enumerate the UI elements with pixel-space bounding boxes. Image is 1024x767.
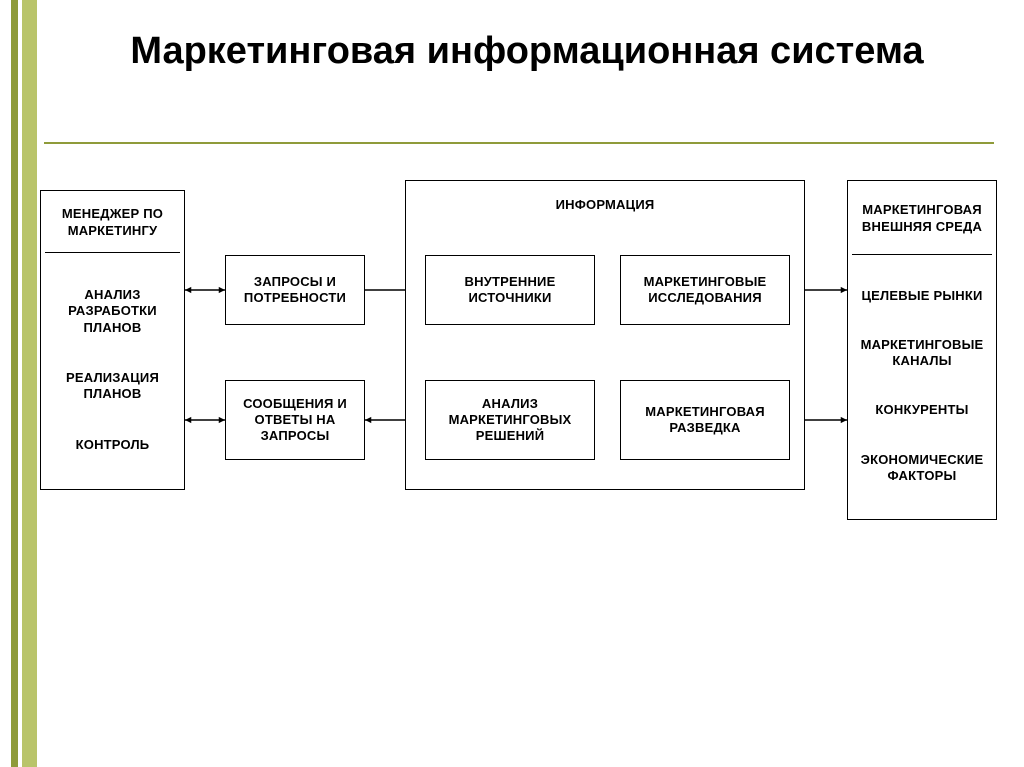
node-manager-header: МЕНЕДЖЕР ПО МАРКЕТИНГУ	[45, 193, 180, 253]
node-manager-line-0: АНАЛИЗ РАЗРАБОТКИ ПЛАНОВ	[45, 287, 180, 336]
node-manager-line-2: КОНТРОЛЬ	[76, 437, 150, 453]
node-info_container-header: ИНФОРМАЦИЯ	[410, 183, 800, 228]
node-manager: МЕНЕДЖЕР ПО МАРКЕТИНГУАНАЛИЗ РАЗРАБОТКИ …	[40, 190, 185, 490]
node-env: МАРКЕТИНГОВАЯ ВНЕШНЯЯ СРЕДАЦЕЛЕВЫЕ РЫНКИ…	[847, 180, 997, 520]
node-analysis: АНАЛИЗ МАРКЕТИНГОВЫХ РЕШЕНИЙ	[425, 380, 595, 460]
node-env-line-1: МАРКЕТИНГОВЫЕ КАНАЛЫ	[852, 337, 992, 370]
slide-title: Маркетинговая информационная система	[60, 30, 994, 73]
node-intel: МАРКЕТИНГОВАЯ РАЗВЕДКА	[620, 380, 790, 460]
node-messages: СООБЩЕНИЯ И ОТВЕТЫ НА ЗАПРОСЫ	[225, 380, 365, 460]
node-manager-body: АНАЛИЗ РАЗРАБОТКИ ПЛАНОВ РЕАЛИЗАЦИЯ ПЛАНО…	[45, 253, 180, 487]
node-env-body: ЦЕЛЕВЫЕ РЫНКИ МАРКЕТИНГОВЫЕ КАНАЛЫ КОНКУРЕ…	[852, 255, 992, 517]
node-requests: ЗАПРОСЫ И ПОТРЕБНОСТИ	[225, 255, 365, 325]
node-manager-line-1: РЕАЛИЗАЦИЯ ПЛАНОВ	[45, 370, 180, 403]
node-env-line-2: КОНКУРЕНТЫ	[875, 402, 968, 418]
diagram: МЕНЕДЖЕР ПО МАРКЕТИНГУАНАЛИЗ РАЗРАБОТКИ …	[35, 175, 1000, 535]
node-env-line-3: ЭКОНОМИЧЕСКИЕ ФАКТОРЫ	[852, 452, 992, 485]
title-underline	[44, 142, 994, 144]
node-env-header: МАРКЕТИНГОВАЯ ВНЕШНЯЯ СРЕДА	[852, 183, 992, 255]
node-env-line-0: ЦЕЛЕВЫЕ РЫНКИ	[861, 288, 982, 304]
slide: Маркетинговая информационная система МЕН…	[0, 0, 1024, 767]
node-research: МАРКЕТИНГОВЫЕ ИССЛЕДОВАНИЯ	[620, 255, 790, 325]
accent-bar-1	[11, 0, 18, 767]
node-internal: ВНУТРЕННИЕ ИСТОЧНИКИ	[425, 255, 595, 325]
